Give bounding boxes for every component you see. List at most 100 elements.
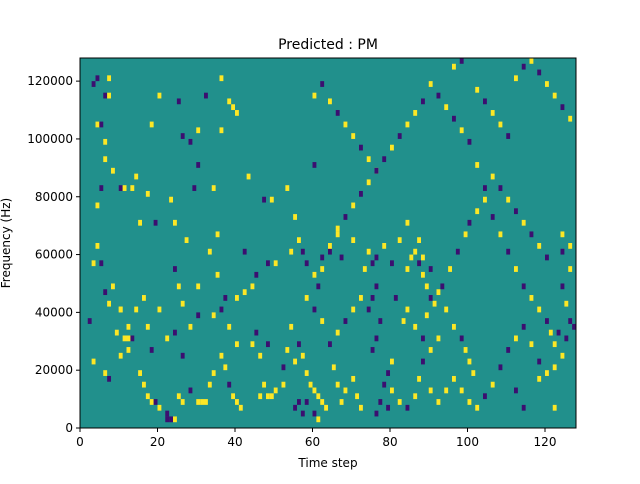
heatmap-cell [514, 266, 518, 272]
heatmap-cell [219, 75, 224, 82]
heatmap-cell [254, 329, 259, 336]
heatmap-cell [436, 335, 441, 342]
heatmap-cell [285, 185, 290, 191]
heatmap-cell [219, 306, 224, 313]
heatmap-cell [91, 81, 96, 87]
heatmap-cell [521, 63, 526, 70]
heatmap-cell [514, 387, 518, 394]
plot-frame [79, 57, 577, 429]
heatmap-cell [304, 260, 309, 267]
heatmap-cell [413, 110, 418, 116]
heatmap-cell [529, 231, 534, 238]
heatmap-cell [366, 179, 371, 186]
y-tick-label: 40000 [35, 305, 73, 319]
heatmap-cell [421, 271, 425, 278]
heatmap-cell [300, 352, 305, 359]
heatmap-cell [293, 214, 298, 220]
heatmap-cell [95, 243, 100, 249]
heatmap-cell [316, 283, 321, 290]
heatmap-cell [351, 375, 356, 382]
heatmap-cell [459, 335, 464, 342]
heatmap-cell [103, 370, 108, 376]
heatmap-cell [560, 104, 565, 111]
heatmap-cell [339, 399, 344, 405]
y-tick-label: 20000 [35, 363, 73, 377]
heatmap-cell [103, 156, 108, 163]
heatmap-cell [459, 387, 464, 394]
heatmap-cell [514, 75, 518, 82]
heatmap-cell [219, 352, 224, 359]
heatmap-cell [444, 104, 449, 111]
heatmap-cell [149, 399, 154, 405]
heatmap-cell [304, 295, 309, 301]
heatmap-cell [440, 283, 445, 290]
heatmap-cell [134, 173, 139, 180]
heatmap-cell [297, 399, 301, 405]
heatmap-cell [514, 208, 518, 215]
heatmap-cell [289, 248, 294, 255]
heatmap-cell [196, 399, 201, 405]
heatmap-cell [552, 404, 557, 411]
heatmap-cell [320, 399, 325, 405]
heatmap-cell [545, 81, 549, 87]
heatmap-cell [405, 306, 410, 313]
heatmap-cell [91, 358, 96, 365]
heatmap-cell [335, 225, 340, 232]
heatmap-cell [498, 364, 503, 371]
heatmap-cell [386, 370, 391, 376]
heatmap-cell [122, 185, 127, 191]
heatmap-cell [176, 393, 181, 400]
heatmap-cell [370, 347, 375, 353]
heatmap-cell [564, 335, 569, 342]
heatmap-cell [436, 92, 441, 99]
heatmap-cell [107, 375, 112, 382]
heatmap-cell [374, 283, 379, 290]
heatmap-cell [297, 237, 301, 243]
heatmap-cell [455, 248, 460, 255]
heatmap-cell [211, 370, 216, 376]
heatmap-cell [382, 156, 387, 163]
heatmap-cell [188, 323, 193, 330]
heatmap-cell [165, 410, 170, 417]
heatmap-cell [269, 393, 274, 400]
heatmap-cell [328, 248, 332, 255]
heatmap-cell [452, 115, 456, 122]
heatmap-cell [467, 219, 472, 226]
heatmap-cell [506, 133, 511, 139]
heatmap-cell [145, 323, 150, 330]
heatmap-cell [328, 341, 332, 348]
heatmap-cell [91, 260, 96, 267]
heatmap-cell [196, 127, 201, 134]
heatmap-cell [111, 283, 115, 290]
x-tick-label: 80 [382, 435, 397, 449]
heatmap-cell [560, 283, 565, 290]
heatmap-cell [552, 364, 557, 371]
heatmap-cell [118, 352, 123, 359]
y-axis: 0 20000 40000 60000 80000 100000 120000 [27, 74, 80, 435]
heatmap-cell [529, 295, 534, 301]
heatmap-cell [556, 329, 561, 336]
heatmap-cell [122, 335, 127, 342]
heatmap-cell [184, 237, 189, 243]
heatmap-cell [153, 399, 158, 405]
heatmap-cell [250, 283, 255, 290]
heatmap-cell [417, 375, 422, 382]
heatmap-cell [463, 347, 468, 353]
heatmap-cell [180, 133, 185, 139]
heatmap-cell [413, 323, 418, 330]
heatmap-cell [223, 295, 228, 301]
heatmap-cell [153, 219, 158, 226]
heatmap-cell [145, 190, 150, 197]
heatmap-cell [262, 196, 267, 203]
heatmap-cell [204, 92, 208, 99]
heatmap-cell [118, 185, 123, 191]
heatmap-cell [436, 399, 441, 405]
heatmap-cell [180, 352, 185, 359]
heatmap-cell [436, 289, 441, 296]
heatmap-cell [444, 306, 449, 313]
heatmap-cell [405, 121, 410, 128]
heatmap-cell [514, 335, 518, 342]
heatmap-cell [397, 133, 402, 139]
heatmap-cell [421, 358, 425, 365]
x-axis: 0 20 40 60 80 100 120 [76, 428, 556, 449]
